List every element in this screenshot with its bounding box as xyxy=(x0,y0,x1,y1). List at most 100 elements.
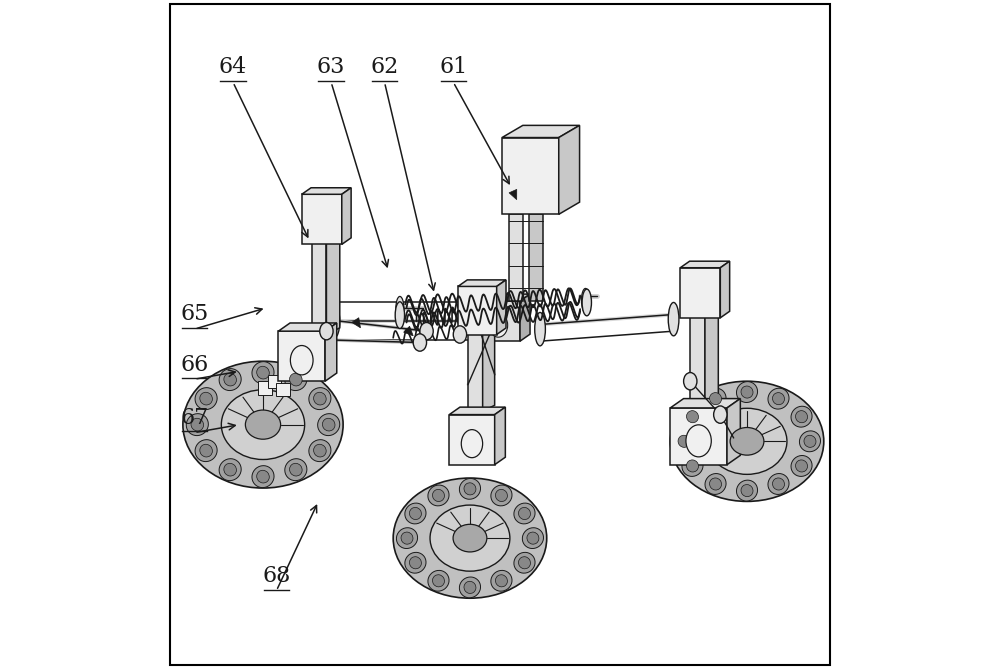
Ellipse shape xyxy=(183,361,343,488)
Ellipse shape xyxy=(682,406,703,427)
Ellipse shape xyxy=(736,381,758,403)
Polygon shape xyxy=(690,314,705,408)
Text: 64: 64 xyxy=(219,56,247,78)
Ellipse shape xyxy=(799,431,821,452)
Ellipse shape xyxy=(495,575,507,587)
Ellipse shape xyxy=(710,478,722,490)
Ellipse shape xyxy=(453,326,467,343)
Ellipse shape xyxy=(518,557,530,569)
Ellipse shape xyxy=(741,386,753,398)
Ellipse shape xyxy=(309,440,331,462)
Ellipse shape xyxy=(432,575,444,587)
Ellipse shape xyxy=(796,411,808,423)
Ellipse shape xyxy=(405,503,426,524)
Polygon shape xyxy=(670,399,740,408)
Ellipse shape xyxy=(257,366,269,379)
Ellipse shape xyxy=(409,507,421,520)
Polygon shape xyxy=(705,308,718,408)
Ellipse shape xyxy=(191,418,204,431)
Ellipse shape xyxy=(796,460,808,472)
Ellipse shape xyxy=(245,410,281,440)
Ellipse shape xyxy=(285,459,307,480)
Polygon shape xyxy=(278,323,337,331)
Text: 62: 62 xyxy=(370,56,399,78)
Polygon shape xyxy=(325,323,337,381)
Ellipse shape xyxy=(290,345,313,375)
Text: 68: 68 xyxy=(262,565,291,587)
Polygon shape xyxy=(502,138,559,214)
Ellipse shape xyxy=(791,456,812,476)
Polygon shape xyxy=(278,331,325,381)
Ellipse shape xyxy=(186,413,208,436)
Polygon shape xyxy=(529,214,543,301)
Ellipse shape xyxy=(396,296,404,320)
Ellipse shape xyxy=(318,413,340,436)
Polygon shape xyxy=(680,268,720,318)
Ellipse shape xyxy=(527,532,539,544)
Text: 67: 67 xyxy=(180,407,208,429)
Ellipse shape xyxy=(705,474,726,494)
Ellipse shape xyxy=(461,429,483,458)
Polygon shape xyxy=(509,189,517,199)
Ellipse shape xyxy=(495,490,507,502)
Ellipse shape xyxy=(714,406,727,423)
Ellipse shape xyxy=(405,553,426,573)
Ellipse shape xyxy=(678,436,690,448)
Ellipse shape xyxy=(195,440,217,462)
Ellipse shape xyxy=(686,425,711,457)
Ellipse shape xyxy=(320,322,333,340)
Polygon shape xyxy=(302,194,342,244)
Ellipse shape xyxy=(768,388,789,409)
Text: 65: 65 xyxy=(180,304,208,326)
Polygon shape xyxy=(690,308,718,314)
Bar xyxy=(258,381,272,395)
Ellipse shape xyxy=(257,470,269,483)
Ellipse shape xyxy=(710,393,722,405)
Ellipse shape xyxy=(741,484,753,496)
Text: 63: 63 xyxy=(317,56,345,78)
Polygon shape xyxy=(720,261,730,318)
Ellipse shape xyxy=(409,557,421,569)
Ellipse shape xyxy=(522,528,543,549)
Ellipse shape xyxy=(459,478,481,499)
Polygon shape xyxy=(342,188,351,244)
Ellipse shape xyxy=(314,444,326,457)
Ellipse shape xyxy=(224,373,236,386)
Ellipse shape xyxy=(252,362,274,383)
Polygon shape xyxy=(458,280,506,286)
Polygon shape xyxy=(520,294,530,341)
Polygon shape xyxy=(352,318,360,328)
Ellipse shape xyxy=(475,304,485,338)
Ellipse shape xyxy=(428,571,449,591)
Ellipse shape xyxy=(219,459,241,480)
Ellipse shape xyxy=(314,392,326,405)
Polygon shape xyxy=(302,188,351,194)
Ellipse shape xyxy=(464,483,476,495)
Ellipse shape xyxy=(219,369,241,391)
Polygon shape xyxy=(559,125,580,214)
Ellipse shape xyxy=(453,524,487,552)
Text: 61: 61 xyxy=(439,56,467,78)
Ellipse shape xyxy=(428,485,449,506)
Ellipse shape xyxy=(393,478,547,598)
Polygon shape xyxy=(468,331,483,411)
Ellipse shape xyxy=(224,464,236,476)
Ellipse shape xyxy=(682,456,703,476)
Polygon shape xyxy=(727,399,740,465)
Polygon shape xyxy=(312,241,326,334)
Polygon shape xyxy=(449,415,495,465)
Ellipse shape xyxy=(464,581,476,593)
Ellipse shape xyxy=(730,427,764,455)
Ellipse shape xyxy=(514,553,535,573)
Polygon shape xyxy=(477,301,520,341)
Ellipse shape xyxy=(772,478,784,490)
Ellipse shape xyxy=(432,490,444,502)
Ellipse shape xyxy=(686,460,698,472)
Polygon shape xyxy=(509,214,523,301)
Ellipse shape xyxy=(420,322,433,340)
Polygon shape xyxy=(495,407,505,465)
Polygon shape xyxy=(502,125,580,138)
Ellipse shape xyxy=(791,406,812,427)
Ellipse shape xyxy=(329,304,340,338)
Polygon shape xyxy=(497,280,506,334)
